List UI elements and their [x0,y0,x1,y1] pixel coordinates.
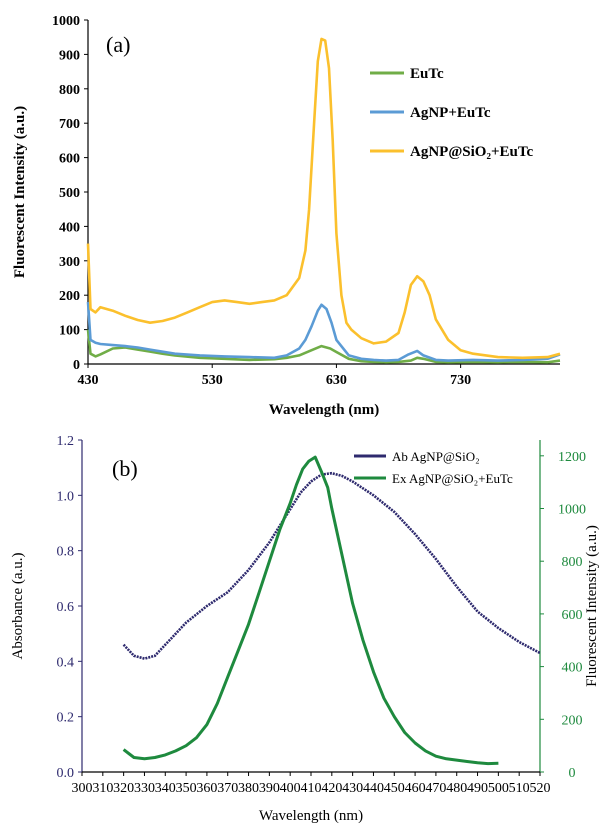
left-y-tick-label: 0.4 [57,655,75,670]
x-tick-label: 450 [384,781,405,796]
left-y-tick-label: 0.2 [57,711,75,726]
x-tick-label: 480 [446,781,467,796]
left-y-tick-label: 0.0 [57,766,75,781]
x-tick-label: 390 [259,781,280,796]
x-tick-label: 320 [113,781,134,796]
y-tick-label: 800 [59,83,80,98]
x-tick-label: 530 [202,373,223,388]
y-tick-label: 0 [73,358,80,373]
left-y-tick-label: 0.8 [57,545,75,560]
y-tick-label: 200 [59,289,80,304]
x-tick-label: 430 [342,781,363,796]
y-tick-label: 400 [59,220,80,235]
legend-entry: EuTc [410,66,444,82]
y-tick-label: 900 [59,48,80,63]
x-tick-label: 330 [134,781,155,796]
x-tick-label: 730 [450,373,471,388]
left-y-tick-label: 1.0 [57,489,75,504]
series-line-2 [86,37,561,360]
panel-label: (b) [112,456,138,481]
right-y-tick-label: 200 [562,713,583,728]
x-tick-label: 420 [321,781,342,796]
right-y-tick-label: 1200 [558,450,586,465]
legend-entry: AgNP+EuTc [410,105,491,121]
x-tick-label: 470 [425,781,446,796]
x-tick-label: 380 [238,781,259,796]
x-tick-label: 350 [176,781,197,796]
x-tick-label: 400 [280,781,301,796]
right-y-tick-label: 400 [562,661,583,676]
x-axis-label: Wavelength (nm) [269,402,379,418]
x-axis-label: Wavelength (nm) [259,808,363,824]
panel-a-fluorescence-chart: 0 100 200 300 400 500 600 700 800 900 1000 430 530 63… [12,14,561,418]
right-y-tick-label: 0 [569,766,576,781]
right-y-tick-label: 600 [562,608,583,623]
x-tick-label: 410 [301,781,322,796]
x-tick-label: 500 [488,781,509,796]
x-tick-label: 430 [78,373,99,388]
right-y-tick-label: 800 [562,555,583,570]
legend-entry: Ab AgNP@SiO₂ [392,449,480,464]
left-y-axis-label: Absorbance (a.u.) [10,552,26,659]
panel-b-absorbance-excitation-chart: 0.0 0.2 0.4 0.6 0.8 1.0 1.2 0 200 400 600 800 1000 12… [10,434,600,824]
legend-entry: AgNP@SiO₂+EuTc [410,144,533,160]
x-tick-label: 490 [467,781,488,796]
x-tick-label: 310 [92,781,113,796]
y-axis-label: Fluorescent Intensity (a.u.) [12,106,28,278]
right-y-tick-label: 1000 [558,503,586,518]
x-tick-label: 510 [509,781,530,796]
y-tick-label: 500 [59,186,80,201]
series-line-1 [86,302,561,362]
left-y-tick-label: 1.2 [57,434,75,449]
y-tick-label: 300 [59,255,80,270]
y-tick-label: 100 [59,324,80,339]
panel-label: (a) [106,32,130,57]
legend-entry: Ex AgNP@SiO₂+EuTc [392,471,513,486]
x-tick-label: 370 [217,781,238,796]
x-tick-label: 630 [326,373,347,388]
x-tick-label: 340 [155,781,176,796]
y-tick-label: 700 [59,117,80,132]
x-tick-label: 520 [530,781,551,796]
x-tick-label: 460 [405,781,426,796]
right-y-axis-label: Fluorescent Intensity (a.u.) [584,525,600,687]
series-line-0 [86,329,561,364]
y-tick-label: 1000 [52,14,80,29]
x-tick-label: 440 [363,781,384,796]
series-line-excitation [122,455,499,766]
y-tick-label: 600 [59,152,80,167]
left-y-tick-label: 0.6 [57,600,75,615]
x-tick-label: 300 [72,781,93,796]
series-line-absorbance [122,471,541,660]
x-tick-label: 360 [196,781,217,796]
